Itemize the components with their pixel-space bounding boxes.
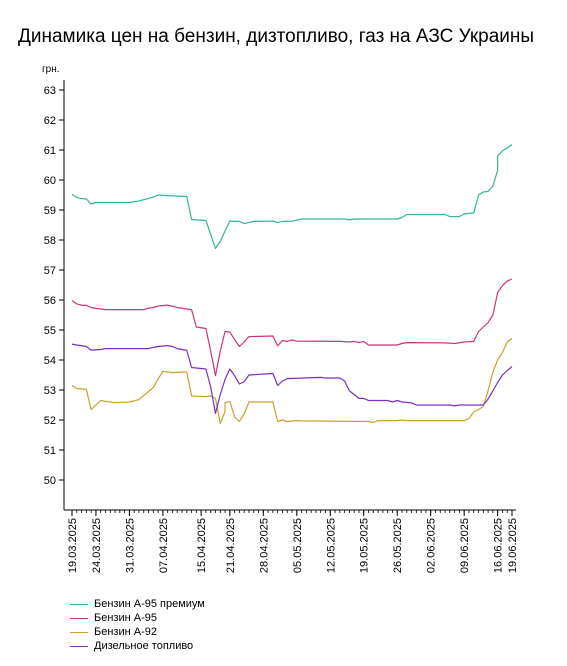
x-tick-label: 19.05.2025 [359, 518, 371, 573]
legend-swatch [70, 617, 88, 619]
x-tick-label: 02.06.2025 [426, 518, 438, 573]
x-tick-label: 16.06.2025 [493, 518, 505, 573]
series-line-1 [71, 144, 513, 249]
y-tick-label: 56 [44, 295, 56, 307]
x-tick-label: 05.05.2025 [292, 518, 304, 573]
legend-swatch [70, 603, 88, 605]
chart-title: Динамика цен на бензин, дизтопливо, газ … [18, 26, 535, 47]
y-tick-label: 63 [44, 85, 56, 97]
x-tick-label: 12.05.2025 [325, 518, 337, 573]
legend-label: Бензин А-95 премиум [94, 598, 205, 610]
legend-item: Бензин А-95 премиум [70, 597, 205, 611]
x-tick-label: 21.04.2025 [225, 518, 237, 573]
x-tick-label: 26.05.2025 [392, 518, 404, 573]
y-tick-label: 61 [44, 145, 56, 157]
series-lines [71, 144, 513, 425]
y-tick-label: 54 [44, 355, 56, 367]
y-tick-label: 62 [44, 115, 56, 127]
x-tick-label: 15.04.2025 [196, 518, 208, 573]
legend: Бензин А-95 премиум Бензин А-95 Бензин А-9… [70, 597, 205, 653]
y-tick-label: 60 [44, 175, 56, 187]
series-line-4 [71, 343, 513, 414]
y-tick-label: 59 [44, 205, 56, 217]
x-tick-label: 19.03.2025 [67, 518, 79, 573]
x-tick-label: 19.06.2025 [507, 518, 519, 573]
y-tick-label: 53 [44, 385, 56, 397]
x-tick-label: 24.03.2025 [91, 518, 103, 573]
y-axis-label: грн. [42, 64, 60, 75]
legend-label: Бензин А-92 [94, 626, 157, 638]
y-axis: 50 51 52 53 54 55 56 57 58 59 60 61 62 63 [44, 80, 65, 510]
y-tick-label: 55 [44, 325, 56, 337]
x-tick-label: 31.03.2025 [124, 518, 136, 573]
series-line-2 [71, 278, 513, 377]
y-tick-label: 51 [44, 445, 56, 457]
legend-label: Дизельное топливо [94, 640, 194, 652]
x-tick-label: 09.06.2025 [459, 518, 471, 573]
legend-label: Бензин А-95 [94, 612, 157, 624]
legend-item: Дизельное топливо [70, 639, 205, 653]
series-line-3 [71, 337, 513, 425]
x-tick-label: 28.04.2025 [258, 518, 270, 573]
y-tick-label: 58 [44, 235, 56, 247]
x-tick-label: 07.04.2025 [158, 518, 170, 573]
legend-swatch [70, 631, 88, 633]
y-tick-label: 57 [44, 265, 56, 277]
y-tick-label: 50 [44, 475, 56, 487]
legend-item: Бензин А-92 [70, 625, 205, 639]
legend-item: Бензин А-95 [70, 611, 205, 625]
x-axis: 19.03.2025 24.03.2025 31.03.2025 07.04.2025… [64, 509, 519, 573]
legend-swatch [70, 645, 88, 647]
y-tick-label: 52 [44, 415, 56, 427]
